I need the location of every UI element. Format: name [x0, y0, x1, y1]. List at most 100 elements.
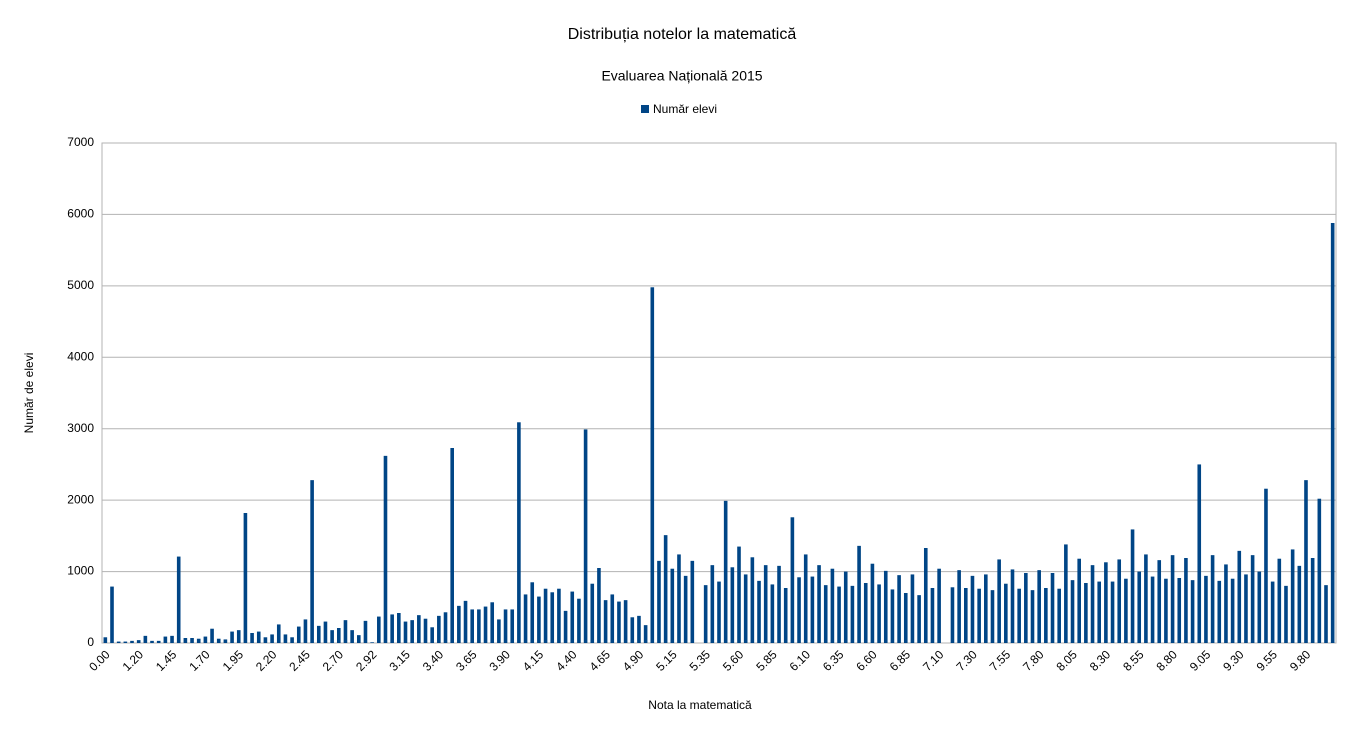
- bar: [370, 642, 374, 643]
- bar: [156, 640, 161, 643]
- bar: [1030, 590, 1035, 643]
- bar: [830, 568, 835, 643]
- bar: [897, 575, 901, 643]
- bar: [390, 614, 394, 643]
- bar: [1010, 569, 1015, 643]
- bar: [1170, 555, 1175, 643]
- x-tick-label: 7.30: [953, 647, 980, 674]
- bar: [917, 595, 921, 643]
- y-tick-label: 5000: [67, 278, 94, 292]
- bar: [503, 609, 508, 643]
- bar: [1297, 565, 1302, 643]
- bar: [1317, 498, 1322, 643]
- bar: [270, 634, 274, 643]
- bar: [1064, 544, 1068, 643]
- x-tick-label: 8.55: [1120, 647, 1147, 674]
- bar: [537, 596, 541, 643]
- bar: [130, 640, 134, 643]
- bar: [583, 429, 588, 643]
- y-tick-label: 6000: [67, 207, 94, 221]
- x-tick-label: 6.85: [887, 647, 914, 674]
- bar: [523, 594, 528, 643]
- bar: [310, 480, 314, 643]
- bar: [410, 620, 414, 643]
- bar: [1150, 576, 1155, 643]
- x-tick-label: 1.45: [153, 647, 180, 674]
- bar: [176, 556, 181, 643]
- x-tick-label: 3.40: [420, 647, 447, 674]
- bar: [970, 575, 975, 643]
- bar: [210, 628, 214, 643]
- bar: [643, 625, 648, 643]
- x-tick-label: 7.55: [987, 647, 1014, 674]
- bar: [610, 594, 615, 643]
- bar: [223, 639, 228, 643]
- bar: [1004, 583, 1008, 643]
- x-tick-label: 5.35: [687, 647, 714, 674]
- x-tick-label: 9.80: [1287, 647, 1314, 674]
- bar: [110, 586, 114, 643]
- bar: [450, 448, 454, 643]
- bar: [1037, 570, 1041, 643]
- bar: [483, 606, 488, 643]
- legend-swatch: [641, 105, 649, 113]
- bar: [190, 638, 194, 643]
- bar: [283, 634, 288, 643]
- bar: [750, 557, 755, 643]
- bar: [617, 601, 621, 643]
- x-tick-label: 3.90: [486, 647, 513, 674]
- bar: [517, 422, 521, 643]
- bar: [1070, 580, 1075, 643]
- bar: [817, 565, 821, 643]
- bar: [603, 600, 608, 643]
- bar: [984, 574, 988, 643]
- bar: [1137, 571, 1142, 643]
- x-tick-label: 8.80: [1154, 647, 1181, 674]
- bar: [170, 635, 174, 643]
- bar: [383, 455, 388, 643]
- bar: [677, 554, 681, 643]
- bar: [1290, 549, 1295, 643]
- y-tick-label: 2000: [67, 492, 94, 506]
- bar: [1164, 578, 1168, 643]
- bar: [403, 621, 408, 643]
- bar: [1024, 573, 1028, 643]
- x-tick-label: 4.15: [520, 647, 547, 674]
- plot-border: [101, 142, 1337, 644]
- bar: [290, 637, 294, 643]
- bar: [1244, 574, 1248, 643]
- bar: [397, 613, 401, 643]
- bar: [1057, 588, 1061, 643]
- x-tick-label: 0.00: [86, 647, 113, 674]
- bar: [883, 570, 888, 643]
- x-tick-label: 2.20: [253, 647, 280, 674]
- bar: [590, 583, 595, 643]
- x-tick-label: 2.70: [320, 647, 347, 674]
- bar: [597, 568, 601, 643]
- bar: [1324, 585, 1328, 643]
- bar: [663, 535, 668, 643]
- bar: [823, 585, 828, 643]
- bar: [810, 576, 815, 643]
- bar: [963, 588, 968, 643]
- bar: [150, 640, 154, 643]
- bar: [863, 583, 868, 643]
- bar: [1177, 578, 1182, 643]
- bar: [463, 600, 468, 643]
- y-tick-label: 0: [87, 635, 94, 649]
- bar: [1237, 550, 1242, 643]
- chart-title: Distribuția notelor la matematică: [568, 26, 797, 43]
- y-axis-label: Număr de elevi: [22, 353, 36, 434]
- bar: [1330, 223, 1335, 643]
- x-tick-label: 8.30: [1087, 647, 1114, 674]
- x-tick-label: 6.10: [787, 647, 814, 674]
- bar: [323, 621, 328, 643]
- bar: [250, 633, 254, 643]
- x-tick-label: 7.80: [1020, 647, 1047, 674]
- bar: [543, 588, 548, 643]
- bar: [977, 588, 981, 643]
- x-tick-label: 3.15: [386, 647, 413, 674]
- bar: [657, 560, 661, 643]
- bar: [497, 619, 501, 643]
